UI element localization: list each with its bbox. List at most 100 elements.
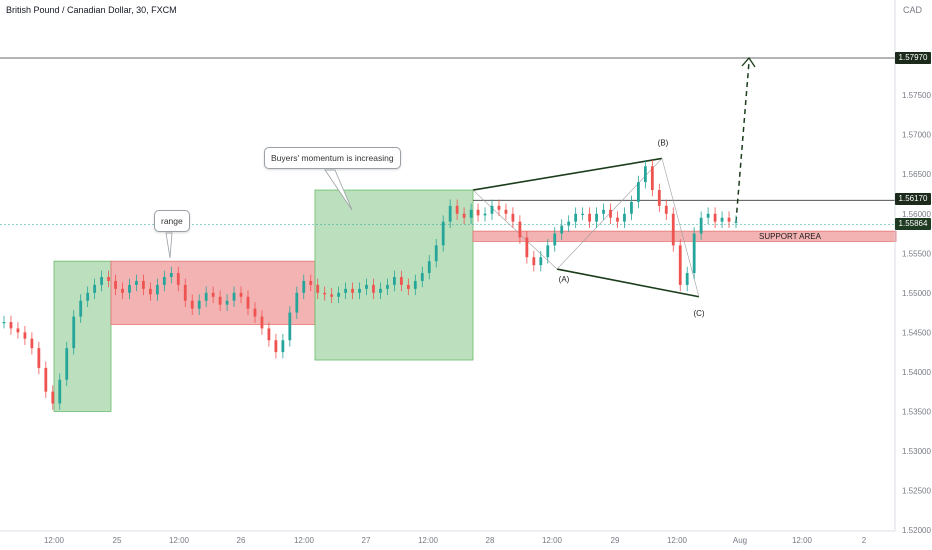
candle-body (567, 221, 571, 226)
x-tick-label: Aug (733, 536, 747, 545)
candle-body (539, 257, 543, 266)
candle-body (630, 201, 633, 214)
candle-body (699, 217, 703, 234)
candle-body (609, 209, 612, 218)
candle-body (16, 328, 20, 333)
x-tick-label: 2 (862, 536, 867, 545)
candle-body (107, 277, 110, 281)
candle-body (93, 284, 97, 293)
x-tick-label: 26 (237, 536, 246, 545)
candle-body (9, 322, 13, 329)
candle-body (511, 213, 515, 222)
candle-body (149, 288, 152, 295)
zone-buy-zone-1 (53, 260, 112, 412)
candle-body (2, 322, 6, 324)
candle-body (30, 338, 34, 349)
candle-body (720, 217, 724, 222)
candle-body (595, 213, 598, 222)
candle-body (490, 205, 494, 214)
x-tick-label: 12:00 (169, 536, 190, 545)
candle-body (65, 348, 69, 380)
y-tick-label: 1.56000 (902, 210, 931, 219)
candle-body (581, 213, 585, 215)
candle-body (434, 245, 438, 262)
x-tick-label: 12:00 (418, 536, 439, 545)
candle-body (316, 284, 320, 293)
y-tick-label: 1.54500 (902, 328, 931, 337)
candle-body (532, 257, 536, 266)
wave-labels-layer: (B) (A) (C) (559, 138, 705, 317)
candle-body (518, 221, 522, 238)
zone-support-area (472, 230, 897, 242)
candle-body (351, 288, 354, 293)
wave-label-wave-a: (A) (559, 275, 570, 284)
candle-body (79, 300, 83, 317)
candle-body (239, 292, 243, 297)
projection-arrowhead (741, 56, 756, 68)
candle-body (302, 280, 306, 293)
trendlines-layer (0, 56, 895, 298)
candle-body (602, 209, 605, 214)
candle-body (643, 166, 647, 183)
candle-body (288, 312, 292, 341)
candle-body (72, 316, 76, 349)
candle-body (497, 205, 501, 210)
candle-body (295, 292, 299, 313)
candle-body (121, 288, 124, 293)
candle-body (706, 213, 710, 218)
candle-body (476, 209, 480, 216)
y-tick-label: 1.55000 (902, 289, 931, 298)
candle-body (23, 332, 27, 339)
y-tick-label: 1.52000 (902, 526, 931, 535)
candle-body (218, 296, 222, 305)
candle-body (574, 213, 578, 222)
candle-body (379, 288, 382, 293)
candle-body (246, 296, 250, 309)
chart-title: British Pound / Canadian Dollar, 30, FXC… (6, 5, 177, 15)
candle-body (309, 280, 313, 285)
candle-body (135, 280, 138, 285)
candle-body (225, 300, 229, 305)
candle-body (323, 292, 327, 295)
zones-layer: SUPPORT AREA (53, 189, 897, 412)
candle-body (232, 292, 236, 301)
candle-body (281, 340, 285, 353)
y-tick-label: 1.52500 (902, 486, 931, 495)
candle-body (504, 209, 508, 214)
candle-body (44, 367, 48, 392)
candles-layer (2, 159, 738, 410)
candle-body (260, 316, 264, 329)
candle-body (553, 233, 557, 246)
currency-label: CAD (903, 5, 923, 15)
candle-body (114, 280, 117, 289)
candle-body (455, 205, 459, 214)
candle-body (462, 213, 466, 218)
candle-body (169, 273, 173, 278)
callout-momentum-pointer (324, 169, 353, 211)
candle-body (692, 233, 696, 274)
support-area-label: SUPPORT AREA (759, 232, 822, 241)
price-label-target: 1.57970 (895, 52, 931, 64)
x-tick-label: 12:00 (667, 536, 688, 545)
candle-body (588, 213, 591, 222)
candle-body (128, 284, 131, 293)
callout-range: range (154, 210, 190, 232)
candle-body (406, 284, 410, 289)
candle-body (51, 391, 55, 404)
candle-body (211, 292, 215, 297)
y-tick-label: 1.54000 (902, 368, 931, 377)
candle-body (204, 292, 208, 301)
candle-body (420, 273, 424, 281)
candle-body (650, 166, 654, 191)
x-tick-label: 12:00 (44, 536, 65, 545)
candle-body (399, 277, 403, 285)
candle-body (678, 245, 682, 285)
candle-body (469, 209, 473, 218)
candle-body (274, 340, 278, 353)
candle-body (142, 280, 145, 289)
candle-body (365, 284, 368, 289)
wedge-lower-line (556, 268, 700, 298)
x-tick-label: 29 (611, 536, 620, 545)
